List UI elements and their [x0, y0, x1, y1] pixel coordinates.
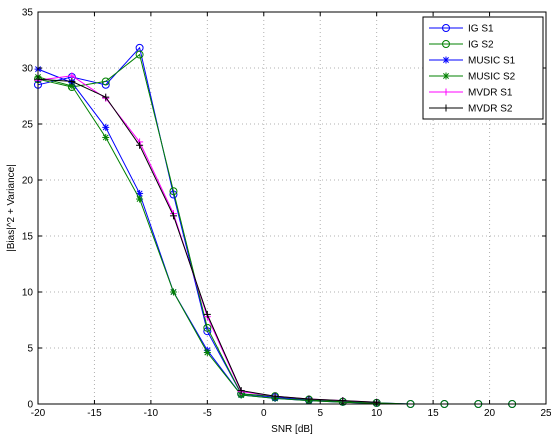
data-point-ig-s2 — [203, 323, 212, 332]
data-point-music-s2 — [136, 195, 144, 203]
legend-box — [422, 16, 544, 120]
legend-entry-music-s2: MUSIC S2 — [429, 72, 516, 83]
x-tick-label: 20 — [484, 408, 496, 419]
x-tick-label: 10 — [371, 408, 383, 419]
x-tick-label: 5 — [317, 408, 323, 419]
legend-marker — [442, 40, 450, 48]
data-point-mvdr-s2 — [271, 392, 279, 400]
legend-marker — [442, 56, 450, 64]
x-tick-label: 0 — [261, 408, 267, 419]
legend-label: MUSIC S1 — [468, 56, 516, 67]
y-tick-label: 30 — [22, 64, 34, 75]
legend-label: MUSIC S2 — [468, 72, 516, 83]
y-tick-label: 10 — [22, 288, 34, 299]
data-point-ig-s2 — [169, 187, 178, 196]
data-point-mvdr-s2 — [136, 141, 144, 149]
x-tick-label: -5 — [203, 408, 212, 419]
y-tick-label: 35 — [22, 8, 34, 19]
y-axis-label: |Bias|^2 + Variance| — [6, 164, 17, 252]
data-point-ig-s2 — [101, 77, 110, 86]
x-tick-label: 25 — [540, 408, 551, 419]
legend-marker — [442, 24, 450, 32]
x-tick-label: -10 — [144, 408, 159, 419]
x-tick-label: -20 — [31, 408, 46, 419]
legend-entry-ig-s2: IG S2 — [429, 40, 494, 51]
plot-frame — [37, 11, 547, 405]
y-tick-label: 5 — [27, 344, 33, 355]
axis-ticks: -20 -15 -10 -5 0 5 10 15 20 25 0 5 10 15 20 25 30 35 — [22, 8, 551, 420]
data-point-music-s2 — [203, 348, 211, 356]
x-tick-label: 15 — [428, 408, 440, 419]
legend-marker — [442, 88, 450, 96]
data-point-mvdr-s2 — [339, 397, 347, 405]
legend-entry-mvdr-s2: MVDR S2 — [429, 104, 513, 115]
legend-label: MVDR S2 — [468, 104, 513, 115]
data-point-music-s2 — [169, 288, 177, 296]
series-mvdr-s2 — [34, 75, 381, 406]
x-tick-label: -15 — [87, 408, 102, 419]
data-point-mvdr-s2 — [102, 93, 110, 101]
y-tick-label: 25 — [22, 120, 34, 131]
legend-marker — [442, 72, 450, 80]
data-point-mvdr-s2 — [237, 387, 245, 395]
y-tick-label: 20 — [22, 176, 34, 187]
legend-marker — [442, 104, 450, 112]
x-axis-label: SNR [dB] — [271, 424, 313, 435]
legend-entry-music-s1: MUSIC S1 — [429, 56, 516, 67]
data-point-mvdr-s2 — [68, 77, 76, 85]
y-tick-label: 0 — [27, 400, 33, 411]
data-point-mvdr-s2 — [305, 395, 313, 403]
data-point-mvdr-s2 — [169, 212, 177, 220]
data-point-ig-s2 — [135, 50, 144, 59]
legend-label: IG S2 — [468, 40, 494, 51]
data-point-mvdr-s2 — [203, 310, 211, 318]
y-tick-label: 15 — [22, 232, 34, 243]
legend-entry-ig-s1: IG S1 — [429, 24, 494, 35]
data-point-music-s2 — [102, 133, 110, 141]
data-point-music-s1 — [102, 123, 110, 131]
legend-entry-mvdr-s1: MVDR S1 — [429, 88, 513, 99]
legend-label: MVDR S1 — [468, 88, 513, 99]
legend: IG S1 IG S2 MUSIC S1 MUSIC S2 MVDR S1 MVDR S2 — [422, 16, 544, 120]
legend-label: IG S1 — [468, 24, 494, 35]
